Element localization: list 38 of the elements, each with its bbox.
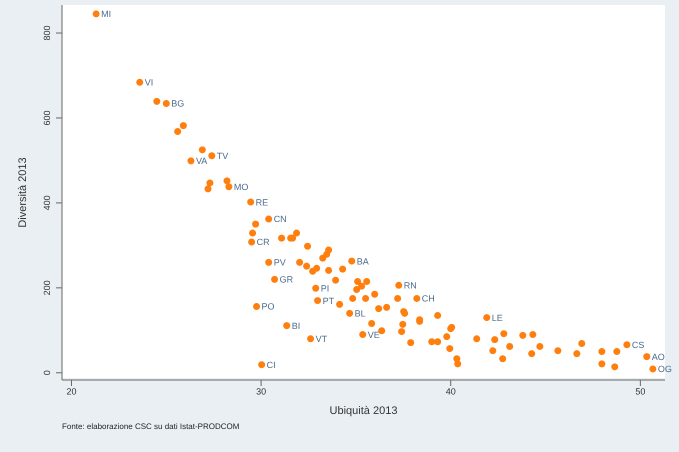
annotation: CR	[256, 237, 270, 248]
annotation: VA	[196, 156, 208, 166]
x-tick-label: 20	[66, 386, 76, 396]
annotation: GR	[280, 274, 294, 285]
annotation: MI	[101, 9, 112, 20]
annotation: CH	[422, 294, 435, 304]
annotation: VI	[144, 77, 154, 88]
annotation: TV	[216, 150, 228, 161]
annotation: VT	[316, 334, 328, 344]
y-tick-label: 600	[42, 110, 52, 126]
annotation: PI	[320, 283, 330, 294]
annotation: VE	[368, 330, 380, 340]
annotation: AO	[652, 352, 665, 362]
annotation: OG	[658, 364, 672, 374]
x-tick-label: 40	[446, 386, 456, 396]
x-axis-title: Ubiquità 2013	[330, 405, 398, 417]
y-tick-label: 200	[42, 280, 52, 296]
annotation: CS	[632, 340, 644, 350]
annotation: BA	[356, 256, 369, 266]
annotation: CN	[274, 214, 287, 224]
x-tick-label: 50	[635, 386, 646, 396]
y-axis-title: Diversità 2013	[16, 157, 29, 228]
annotation: MO	[234, 182, 248, 192]
annotation: LE	[492, 312, 503, 323]
x-tick-label: 30	[256, 386, 266, 396]
annotation: RN	[404, 280, 417, 290]
source-note: Fonte: elaborazione CSC su dati Istat-PRODCOM	[62, 422, 240, 431]
annotation: CI	[266, 360, 276, 370]
annotation: PV	[274, 258, 286, 268]
y-tick-label: 800	[42, 26, 52, 41]
y-tick-label: 400	[42, 195, 52, 210]
annotation: PO	[262, 302, 275, 312]
annotation: PT	[322, 296, 335, 306]
annotation: BG	[171, 98, 184, 109]
annotation: BI	[292, 320, 300, 331]
y-tick-label: 0	[42, 370, 52, 376]
annotation: RE	[256, 197, 268, 208]
annotation: BL	[354, 308, 366, 319]
